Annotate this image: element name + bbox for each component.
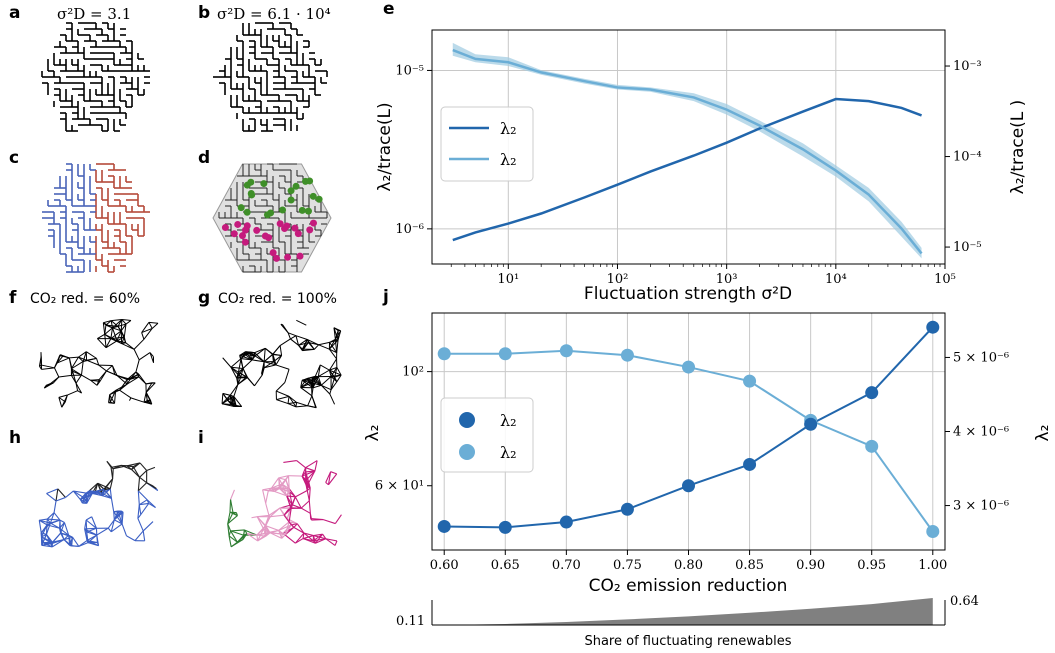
chart-e-xtick: 10⁵ xyxy=(934,272,956,287)
chart-j-ytick-left: 10² xyxy=(402,365,424,380)
chart-e-xtick: 10¹ xyxy=(497,272,519,287)
panel-title-a: σ²D = 3.1 xyxy=(57,5,131,23)
chart-j-series-2-point xyxy=(865,439,879,453)
chart-e-ytick-left: 10⁻⁵ xyxy=(395,63,424,78)
chart-j-series-2-point xyxy=(743,374,757,388)
europe-community-image-i xyxy=(227,459,342,548)
chart-e-legend: λ₂ λ₂ xyxy=(440,106,534,182)
chart-e-series-2-band xyxy=(452,42,922,259)
chart-j-series-2-point xyxy=(682,360,695,374)
chart-j-xtick: 0.85 xyxy=(735,558,764,573)
chart-j: 0.60 0.65 0.70 0.75 0.80 0.85 0.90 0.95 1.00 6 × … xyxy=(363,312,1053,596)
chart-e-ytick-right: 10⁻⁴ xyxy=(953,150,982,165)
chart-j-xtick: 0.70 xyxy=(552,558,581,573)
chart-j-ylabel-right: λ₂ xyxy=(1033,425,1053,442)
chart-j-series-2-point xyxy=(498,347,512,361)
panel-title-b: σ²D = 6.1 · 10⁴ xyxy=(217,5,331,23)
chart-j-xtick: 0.60 xyxy=(430,558,459,573)
chart-e-ylabel-right: λ₂/trace(L ) xyxy=(1008,100,1028,195)
chart-j-ytick-right: 4 × 10⁻⁶ xyxy=(953,425,1009,440)
panel-label-a: a xyxy=(9,3,20,23)
panel-title-f: CO₂ red. = 60% xyxy=(30,291,140,307)
legend-marker-dark xyxy=(459,412,475,428)
chart-e-xlabel: Fluctuation strength σ²D xyxy=(584,284,792,304)
chart-j-series-1-point xyxy=(804,417,818,431)
chart-j-series-2-point xyxy=(620,348,634,362)
chart-j-series-1-point xyxy=(559,515,573,529)
panel-label-c: c xyxy=(9,148,19,168)
chart-j-xtick: 1.00 xyxy=(918,558,947,573)
chart-e-series-2-line xyxy=(452,48,923,255)
panel-label-e: e xyxy=(383,0,395,19)
lattice-community-image-d xyxy=(212,163,332,273)
lattice-network-image-b xyxy=(213,22,328,132)
chart-j-xtick: 0.65 xyxy=(491,558,520,573)
chart-e-ytick-left: 10⁻⁶ xyxy=(395,222,424,237)
chart-j-ytick-left: 6 × 10¹ xyxy=(375,479,424,494)
chart-e-ytick-right: 10⁻³ xyxy=(953,59,982,74)
chart-j-series-2-point xyxy=(926,524,940,538)
chart-e: 10¹ 10² 10³ 10⁴ 10⁵ 10⁻⁶ 10⁻⁵ 10⁻⁵ 10⁻⁴ 10⁻³ Fluc… xyxy=(375,29,1028,304)
chart-e-frame xyxy=(431,29,946,265)
panel-title-g: CO₂ red. = 100% xyxy=(218,291,337,307)
panel-label-h: h xyxy=(9,428,21,448)
chart-j-ytick-right: 3 × 10⁻⁶ xyxy=(953,499,1009,514)
lattice-network-image-a xyxy=(41,22,150,132)
chart-e-ytick-right: 10⁻⁵ xyxy=(953,240,982,255)
panel-label-f: f xyxy=(9,288,17,308)
chart-j-series-1-point xyxy=(437,519,451,533)
europe-grid-image-g xyxy=(221,319,342,409)
chart-j-ylabel: λ₂ xyxy=(363,425,383,442)
chart-j-xtick: 0.95 xyxy=(857,558,886,573)
chart-e-series-1-line xyxy=(452,97,923,242)
chart-share: 0.11 0.64 Share of fluctuating renewable… xyxy=(396,594,979,649)
chart-e-xtick: 10⁴ xyxy=(825,272,847,287)
chart-j-series-2-point xyxy=(437,347,451,361)
share-tick-high: 0.64 xyxy=(950,594,979,609)
chart-e-xtick: 10² xyxy=(607,272,629,287)
chart-j-ytick-right: 5 × 10⁻⁶ xyxy=(953,350,1009,365)
chart-j-xtick: 0.90 xyxy=(796,558,825,573)
chart-j-series-1-point xyxy=(926,320,940,334)
share-label: Share of fluctuating renewables xyxy=(584,634,791,649)
chart-j-series-1-point xyxy=(682,479,695,493)
legend-marker-light xyxy=(459,444,475,460)
chart-e-xtick: 10³ xyxy=(716,272,738,287)
panel-label-j: j xyxy=(382,287,389,307)
lattice-partition-image-c xyxy=(42,163,150,273)
chart-j-xlabel: CO₂ emission reduction xyxy=(589,576,788,596)
chart-e-legend-1: λ₂ xyxy=(500,119,517,138)
europe-grid-image-f xyxy=(38,319,159,408)
chart-j-xtick: 0.75 xyxy=(613,558,642,573)
chart-j-series-2-point xyxy=(559,344,573,358)
chart-j-legend-1: λ₂ xyxy=(500,411,517,430)
panel-label-i: i xyxy=(198,428,204,448)
chart-e-legend-2: λ₂ xyxy=(500,150,517,169)
panel-label-g: g xyxy=(198,288,210,308)
panel-label-d: d xyxy=(198,148,210,168)
share-area xyxy=(444,598,933,625)
chart-j-series-1-point xyxy=(620,502,634,516)
chart-e-ylabel: λ₂/trace(L) xyxy=(375,102,395,191)
chart-j-series-1-point xyxy=(498,520,512,534)
chart-j-legend-2: λ₂ xyxy=(500,443,517,462)
share-tick-low: 0.11 xyxy=(396,614,425,629)
chart-j-series-1-point xyxy=(743,457,757,471)
chart-j-xtick: 0.80 xyxy=(674,558,703,573)
chart-j-series-1-point xyxy=(865,386,879,400)
europe-partition-image-h xyxy=(38,460,159,548)
panel-label-b: b xyxy=(198,3,210,23)
chart-j-legend: λ₂ λ₂ xyxy=(440,397,534,473)
